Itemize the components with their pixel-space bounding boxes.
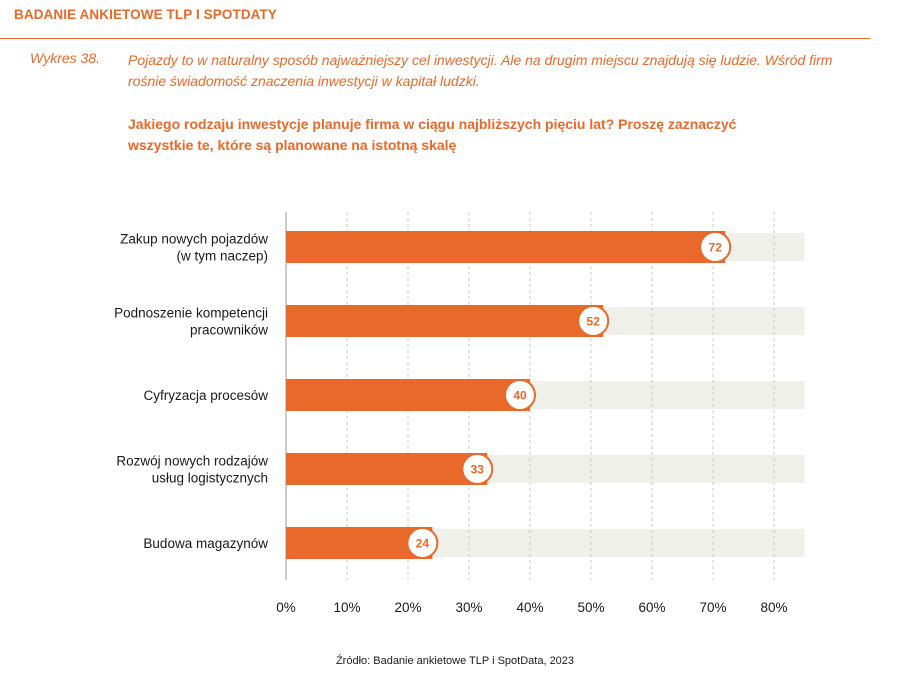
value-badge — [406, 527, 439, 559]
x-tick-label: 60% — [638, 600, 665, 615]
bar — [286, 305, 604, 337]
x-tick-label: 10% — [333, 600, 360, 615]
x-tick-label: 20% — [394, 600, 421, 615]
category-label: usług logistycznych — [152, 471, 268, 486]
x-tick-label: 50% — [577, 600, 604, 615]
data-label: 24 — [416, 537, 430, 551]
category-label: Budowa magazynów — [143, 536, 268, 551]
header-divider — [0, 38, 870, 39]
data-label: 33 — [471, 463, 485, 477]
x-tick-label: 70% — [699, 600, 726, 615]
figure-number: Wykres 38. — [30, 50, 101, 66]
category-label: Rozwój nowych rodzajów — [116, 454, 268, 469]
x-tick-label: 80% — [760, 600, 787, 615]
value-badge — [504, 379, 536, 411]
bar — [286, 231, 726, 263]
data-label: 72 — [709, 241, 723, 255]
report-header: BADANIE ANKIETOWE TLP I SPOTDATY — [14, 7, 277, 22]
chart-question: Jakiego rodzaju inwestycje planuje firma… — [128, 116, 737, 153]
x-tick-label: 30% — [455, 600, 482, 615]
category-label: Zakup nowych pojazdów — [120, 232, 268, 247]
bar-chart: Zakup nowych pojazdów (w tym naczep) 72 Pod… — [114, 212, 805, 615]
figure-caption: Pojazdy to w naturalny sposób najważniej… — [128, 52, 833, 89]
category-label: (w tym naczep) — [176, 249, 268, 264]
data-label: 40 — [513, 389, 527, 403]
category-label: pracowników — [190, 323, 268, 338]
category-label: Cyfryzacja procesów — [143, 388, 268, 403]
data-label: 52 — [587, 315, 601, 329]
x-tick-label: 0% — [276, 600, 296, 615]
value-badge — [577, 305, 610, 337]
bar — [286, 379, 530, 411]
source-note: Źródło: Badanie ankietowe TLP i SpotData… — [335, 655, 575, 667]
x-tick-label: 40% — [516, 600, 543, 615]
value-badge — [699, 231, 732, 263]
value-badge — [461, 453, 494, 485]
bar — [286, 453, 488, 485]
category-label: Podnoszenie kompetencji — [114, 306, 268, 321]
